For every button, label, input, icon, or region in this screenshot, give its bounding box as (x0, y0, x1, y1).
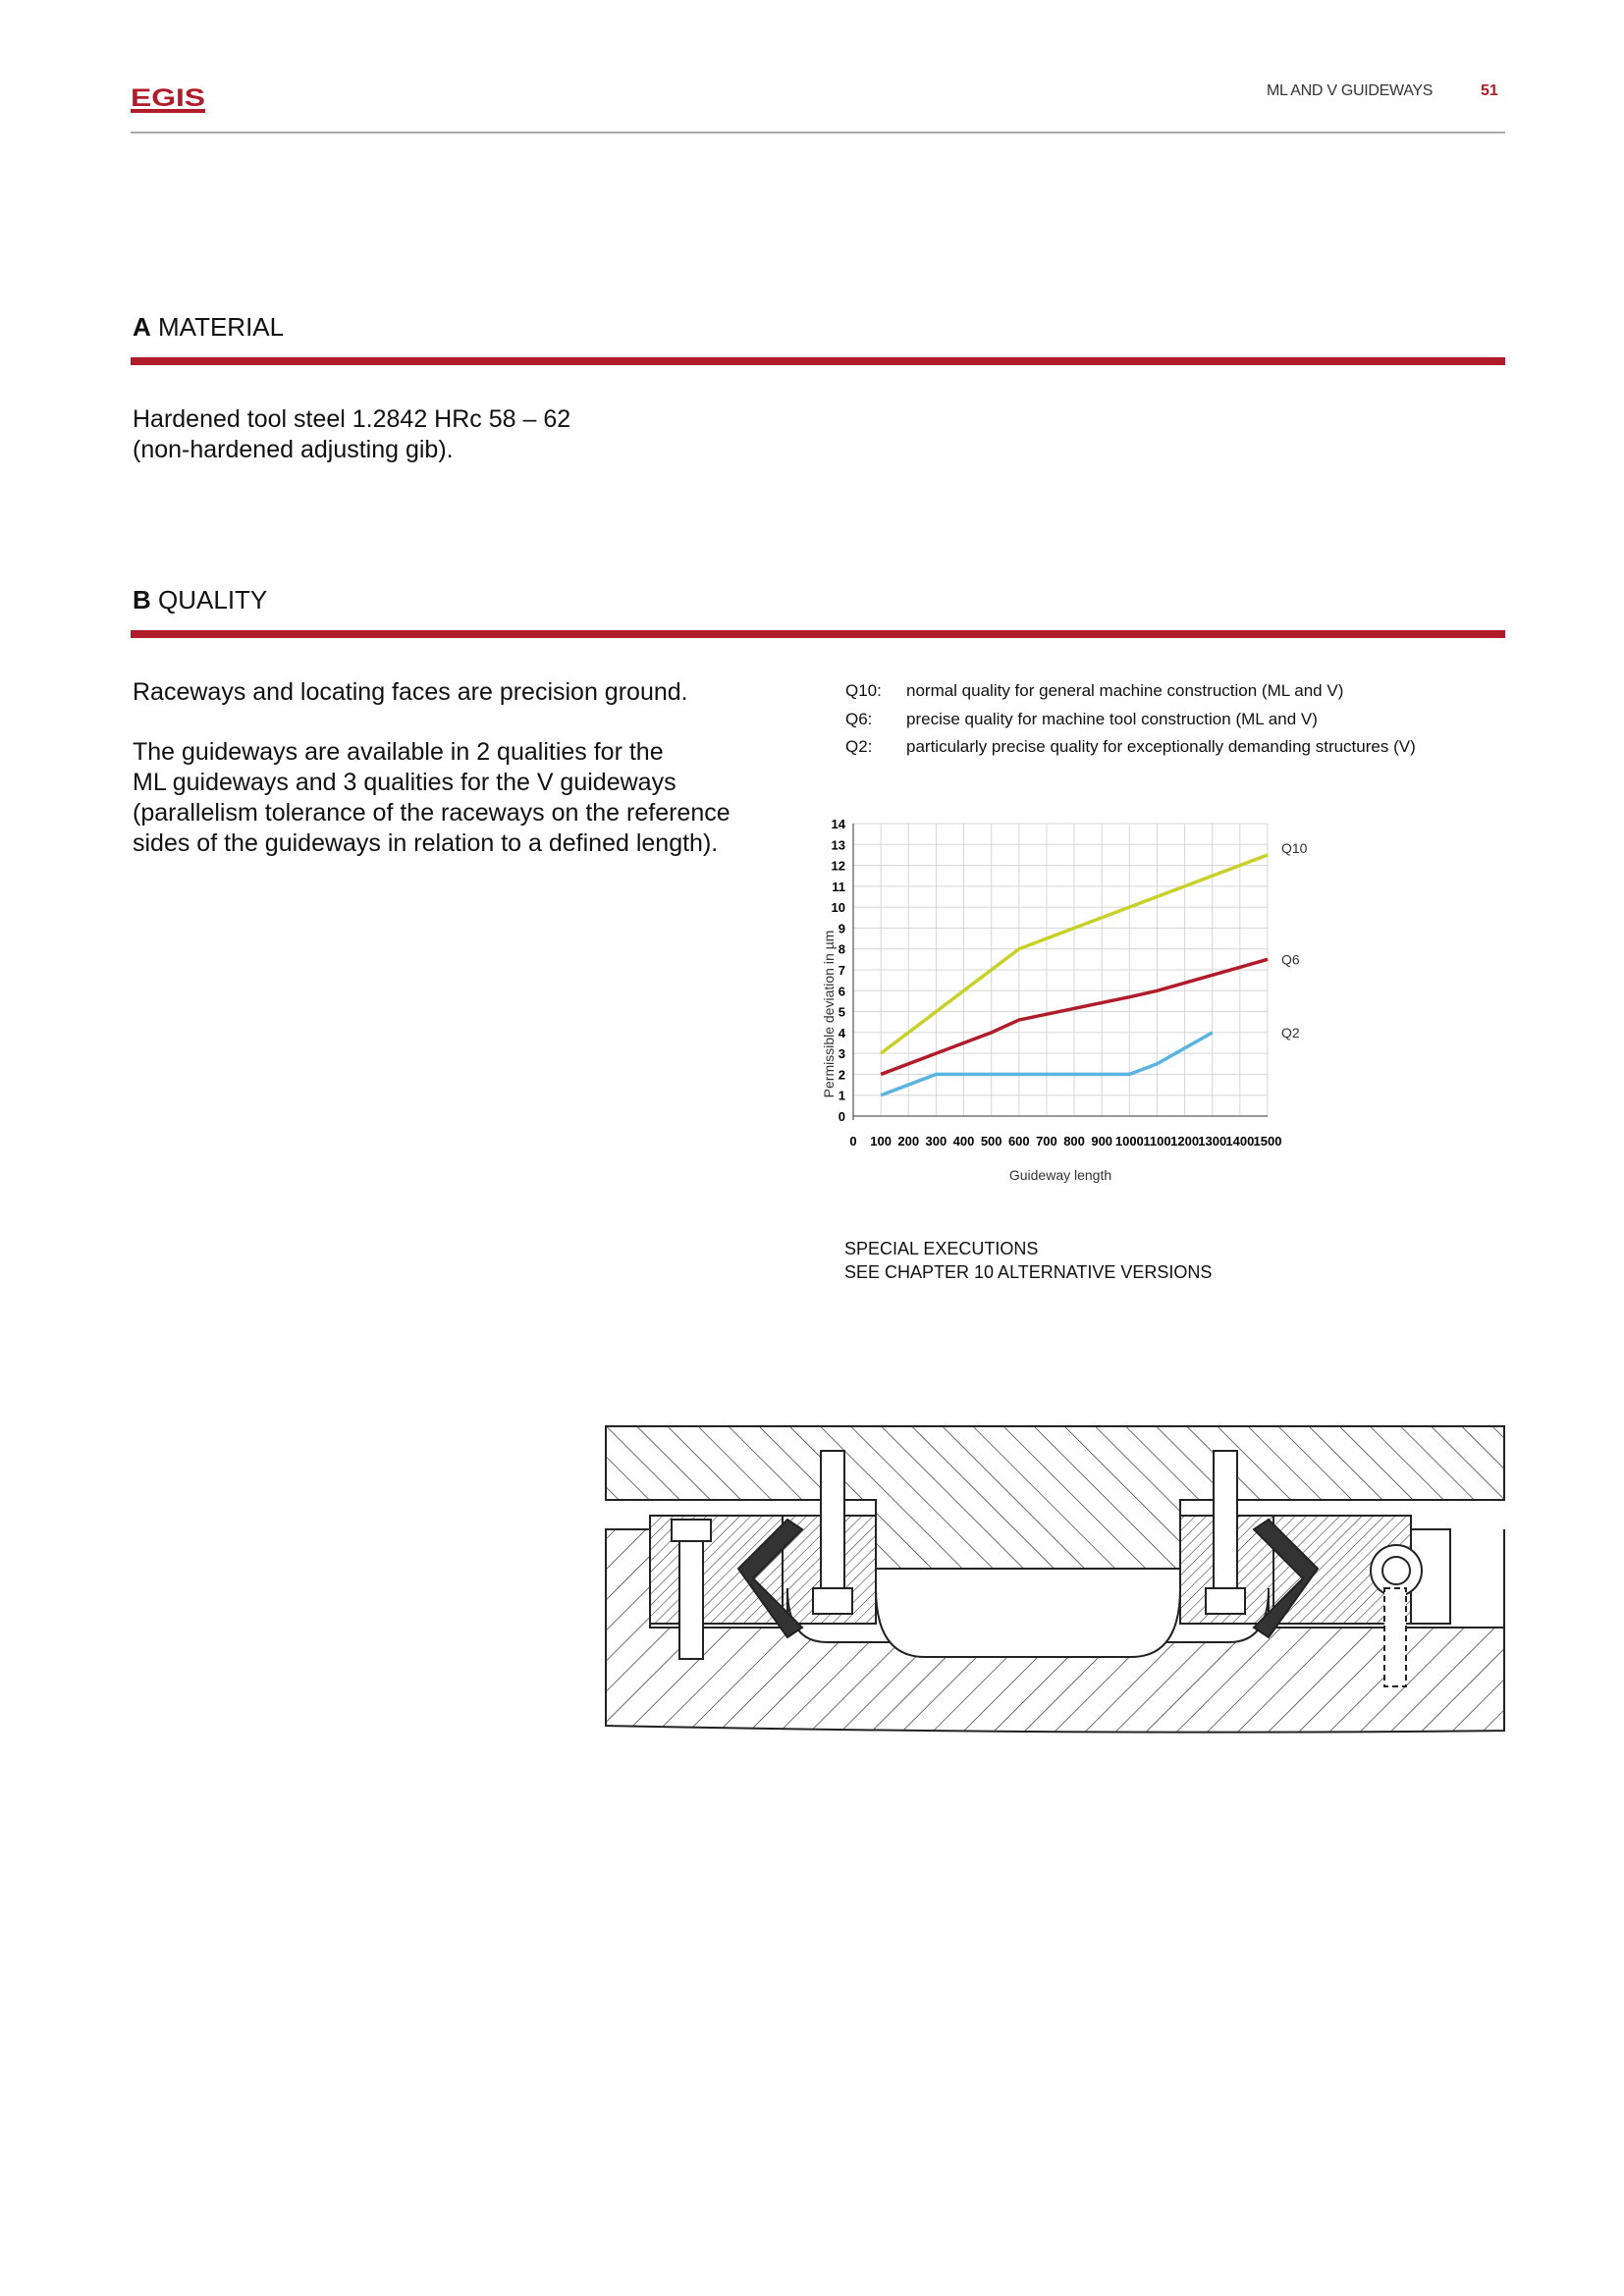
y-tick-label: 11 (832, 880, 845, 894)
section-letter: A (133, 312, 151, 342)
legend-key: Q6: (845, 709, 873, 728)
section-a-bar (131, 357, 1505, 365)
deviation-chart: 0 100 200 300 400 500 600 700 800 900 1000 1100 1200… (821, 817, 1308, 1183)
special-line: SEE CHAPTER 10 ALTERNATIVE VERSIONS (844, 1262, 1213, 1282)
x-tick-label: 700 (1036, 1134, 1057, 1148)
y-tick-label: 5 (839, 1005, 845, 1020)
x-tick-label: 1300 (1198, 1134, 1226, 1148)
special-line: SPECIAL EXECUTIONS (844, 1239, 1039, 1258)
material-text: Hardened tool steel 1.2842 HRc 58 – 62 (… (133, 404, 570, 465)
quality-legend: Q10: normal quality for general machine c… (845, 677, 1416, 762)
y-tick-label: 14 (832, 817, 846, 831)
section-title: MATERIAL (158, 312, 285, 342)
quality-text: Raceways and locating faces are precisio… (133, 677, 731, 859)
x-tick-label: 1100 (1143, 1134, 1170, 1148)
x-tick-label: 1500 (1254, 1134, 1282, 1148)
y-tick-label: 0 (839, 1109, 845, 1124)
series-line-q6 (880, 957, 1269, 1077)
header-section-title: ML AND V GUIDEWAYS (1267, 82, 1434, 99)
series-line-q10 (880, 853, 1269, 1055)
x-tick-label: 100 (870, 1134, 892, 1148)
series-line-q2 (880, 1031, 1214, 1097)
header-divider (131, 132, 1505, 133)
x-tick-label: 400 (953, 1134, 975, 1148)
series-label: Q6 (1281, 951, 1300, 967)
egis-logo: EGIS (131, 84, 205, 113)
y-axis-label: Permissible deviation in µm (821, 931, 837, 1098)
x-tick-label: 1200 (1170, 1134, 1199, 1148)
x-tick-label: 200 (897, 1134, 919, 1148)
quality-line: (parallelism tolerance of the raceways o… (133, 799, 731, 827)
x-tick-label: 0 (849, 1134, 856, 1148)
quality-line: ML guideways and 3 qualities for the V g… (133, 769, 677, 796)
legend-row: Q2: particularly precise quality for exce… (845, 733, 1416, 762)
special-executions-note: SPECIAL EXECUTIONS SEE CHAPTER 10 ALTERN… (844, 1237, 1212, 1284)
y-tick-label: 7 (839, 963, 845, 978)
series-label: Q2 (1281, 1025, 1300, 1041)
y-tick-label: 9 (839, 921, 845, 935)
y-tick-label: 12 (832, 859, 845, 874)
section-a-heading: A MATERIAL (133, 312, 284, 343)
section-b-heading: B QUALITY (133, 585, 267, 615)
quality-line: The guideways are available in 2 qualiti… (133, 738, 664, 766)
y-tick-label: 2 (839, 1067, 845, 1082)
x-tick-label: 1400 (1225, 1134, 1254, 1148)
y-tick-label: 4 (839, 1026, 846, 1041)
quality-line: sides of the guideways in relation to a … (133, 829, 719, 857)
legend-text: precise quality for machine tool constru… (906, 709, 1318, 728)
legend-row: Q10: normal quality for general machine c… (845, 677, 1416, 706)
legend-key: Q10: (845, 681, 882, 700)
legend-text: particularly precise quality for excepti… (906, 737, 1416, 756)
legend-row: Q6: precise quality for machine tool cons… (845, 706, 1416, 734)
legend-text: normal quality for general machine const… (906, 681, 1344, 700)
page-number: 51 (1481, 82, 1498, 99)
series-label: Q10 (1281, 840, 1308, 856)
x-tick-label: 1000 (1115, 1134, 1144, 1148)
x-axis-label: Guideway length (1009, 1167, 1111, 1183)
y-tick-label: 3 (839, 1046, 845, 1061)
y-tick-label: 8 (839, 942, 845, 957)
x-tick-label: 300 (926, 1134, 947, 1148)
material-line: Hardened tool steel 1.2842 HRc 58 – 62 (133, 405, 571, 433)
section-letter: B (133, 585, 151, 614)
x-tick-label: 500 (981, 1134, 1002, 1148)
y-tick-label: 13 (832, 837, 845, 852)
x-tick-label: 900 (1091, 1134, 1112, 1148)
section-b-bar (131, 630, 1505, 638)
y-tick-label: 6 (839, 984, 845, 998)
y-tick-label: 1 (839, 1089, 845, 1103)
svg-text:EGIS: EGIS (131, 84, 205, 112)
legend-key: Q2: (845, 737, 873, 756)
section-title: QUALITY (158, 585, 268, 614)
x-tick-label: 600 (1008, 1134, 1030, 1148)
quality-paragraph: Raceways and locating faces are precisio… (133, 678, 688, 706)
guideway-cross-section-drawing (605, 1425, 1505, 1734)
material-line: (non-hardened adjusting gib). (133, 436, 454, 463)
x-tick-label: 800 (1063, 1134, 1085, 1148)
y-tick-label: 10 (832, 900, 845, 915)
